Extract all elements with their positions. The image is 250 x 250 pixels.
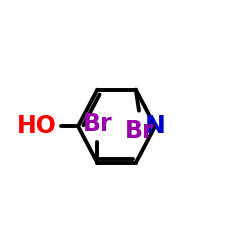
Text: Br: Br bbox=[82, 112, 112, 136]
Text: HO: HO bbox=[17, 114, 57, 138]
Text: N: N bbox=[145, 114, 166, 138]
Text: Br: Br bbox=[125, 118, 154, 142]
